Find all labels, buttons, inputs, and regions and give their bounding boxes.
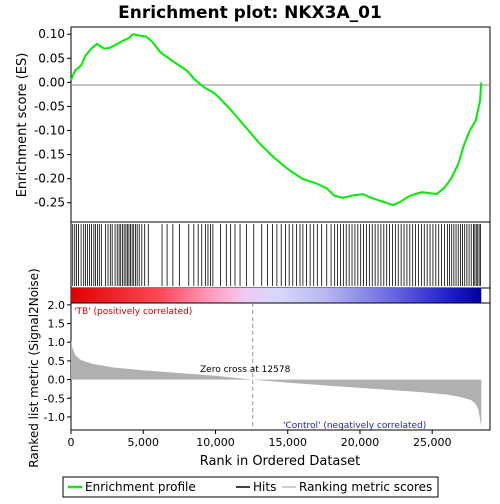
es-y-tick-label: -0.10 — [34, 124, 65, 138]
es-panel: 0.10 0.05 0.00 -0.05 -0.10 -0.15 -0.20 -0.25 En… — [15, 26, 491, 223]
es-y-tick-label: -0.05 — [34, 99, 65, 113]
metric-y-tick-label: 0.5 — [48, 355, 66, 368]
es-y-tick-label: 0.00 — [38, 75, 65, 89]
zero-cross-label: Zero cross at 12578 — [200, 365, 291, 375]
metric-y-tick-label: -0.5 — [44, 392, 65, 405]
es-y-tick-label: -0.15 — [34, 148, 65, 162]
color-bar-gradient — [71, 288, 482, 303]
hits-panel — [70, 221, 491, 289]
x-tick-label: 10,000 — [196, 436, 235, 449]
ranking-metric-area — [71, 340, 482, 427]
metric-y-axis: 2.0 1.5 1.0 0.5 0.0 -0.5 -1.0 — [44, 299, 71, 424]
x-tick-label: 5,000 — [127, 436, 159, 449]
es-panel-frame — [70, 26, 491, 223]
x-tick-label: 25,000 — [413, 436, 452, 449]
legend-frame — [62, 476, 439, 498]
x-axis: 0 5,000 10,000 15,000 20,000 25,000 — [68, 430, 452, 449]
es-y-tick-label: 0.05 — [38, 51, 65, 65]
legend-metric-label: Ranking metric scores — [299, 480, 432, 494]
es-y-axis-label: Enrichment score (ES) — [15, 53, 30, 198]
enrichment-profile-line — [70, 33, 483, 207]
es-y-tick-label: -0.25 — [34, 196, 65, 210]
es-y-tick-label: -0.20 — [34, 172, 65, 186]
metric-y-tick-label: 1.0 — [48, 336, 66, 349]
hits-panel-frame — [70, 221, 491, 289]
es-y-tick-label: 0.10 — [38, 27, 65, 41]
legend-enrichment-label: Enrichment profile — [85, 480, 196, 494]
x-tick-label: 15,000 — [268, 436, 307, 449]
hit-markers — [72, 224, 482, 286]
x-axis-label: Rank in Ordered Dataset — [200, 454, 361, 469]
metric-panel-frame — [70, 302, 491, 431]
metric-y-tick-label: 0.0 — [48, 374, 66, 387]
legend-hits-label: Hits — [253, 480, 276, 494]
chart-title: Enrichment plot: NKX3A_01 — [118, 3, 382, 23]
negative-correlation-label: 'Control' (negatively correlated) — [283, 421, 426, 431]
x-tick-label: 0 — [68, 436, 75, 449]
x-tick-label: 20,000 — [341, 436, 380, 449]
metric-y-tick-label: 2.0 — [48, 299, 66, 312]
metric-panel: 2.0 1.5 1.0 0.5 0.0 -0.5 -1.0 Ranked list metr… — [27, 268, 491, 468]
positive-correlation-label: 'TB' (positively correlated) — [74, 307, 192, 317]
metric-y-tick-label: -1.0 — [44, 411, 65, 424]
es-y-axis: 0.10 0.05 0.00 -0.05 -0.10 -0.15 -0.20 -0.25 — [34, 27, 71, 210]
metric-y-axis-label: Ranked list metric (Signal2Noise) — [27, 268, 41, 467]
legend: Enrichment profile Hits Ranking metric s… — [62, 476, 439, 498]
ranking-color-bar — [70, 287, 491, 304]
metric-y-tick-label: 1.5 — [48, 318, 66, 331]
